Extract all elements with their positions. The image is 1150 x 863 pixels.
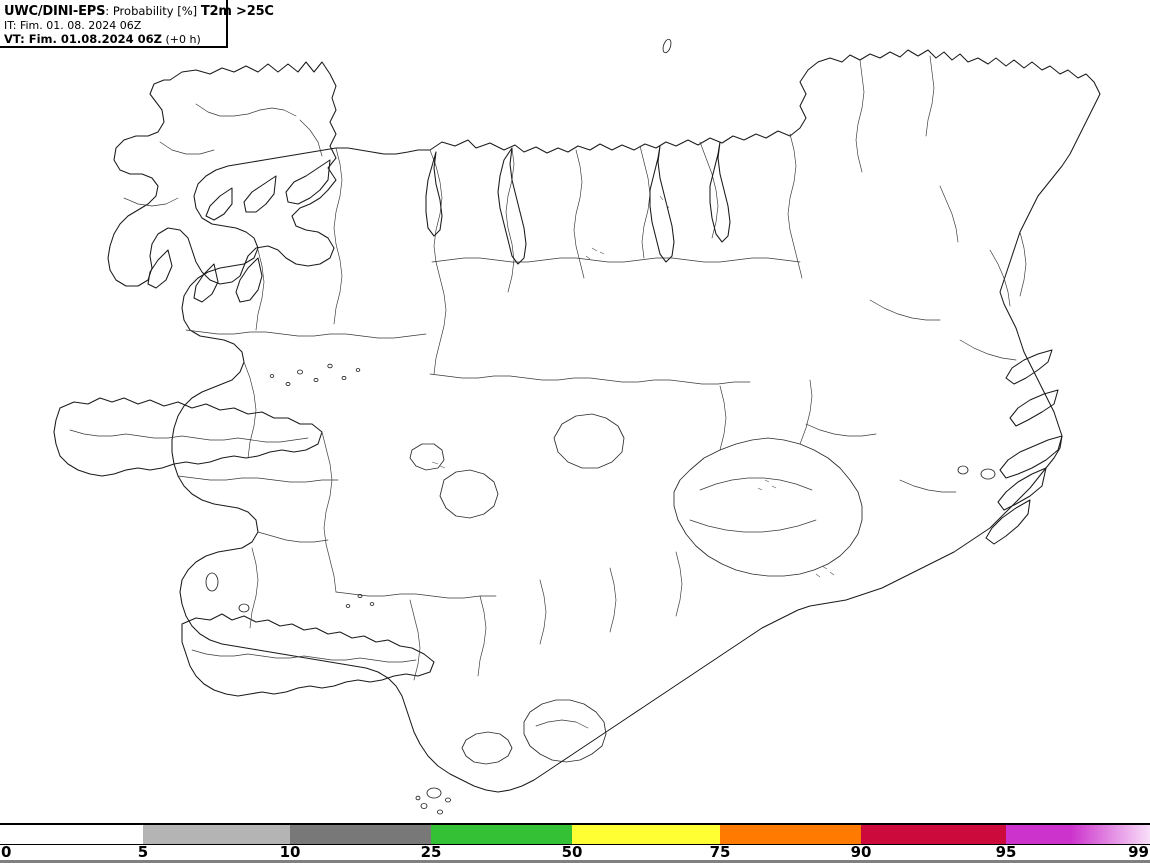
forecast-info-box: UWC/DINI-EPS: Probability [%] T2m >25C I… xyxy=(0,0,274,48)
valid-time-label: VT: Fim. 01.08.2024 06Z xyxy=(4,32,162,46)
vestmannaeyjar-islands xyxy=(415,787,451,815)
model-name: UWC/DINI-EPS xyxy=(4,4,106,19)
administrative-boundaries-group xyxy=(177,55,1027,681)
southern-glaciers-group xyxy=(461,699,607,765)
colorbar-tick-90: 90 xyxy=(850,843,872,861)
breidafjordur-islets xyxy=(269,363,361,387)
colorbar-band-5-10 xyxy=(143,825,290,844)
colorbar-band-25-50 xyxy=(430,825,572,844)
map-canvas[interactable] xyxy=(0,0,1150,820)
colorbar-tick-99: 99 xyxy=(1128,843,1149,861)
westfjords-group xyxy=(107,61,337,303)
colorbar-tick-95: 95 xyxy=(995,843,1017,861)
colorbar-band-90-95 xyxy=(860,825,1006,844)
vatnajokull-glacier xyxy=(673,437,863,577)
snaefellsnes-group xyxy=(53,397,323,477)
model-product-line: UWC/DINI-EPS: Probability [%] T2m >25C xyxy=(4,3,274,19)
product-prefix: : Probability [%] xyxy=(105,4,201,18)
interior-glaciers-group xyxy=(409,413,625,519)
east-islet xyxy=(957,465,969,475)
bottom-border-strip xyxy=(0,860,1150,863)
colorbar-tick-75: 75 xyxy=(709,843,731,861)
papey-island xyxy=(980,468,996,480)
bay-island-west-2 xyxy=(238,603,250,613)
bay-island-west xyxy=(205,572,219,592)
grimsey-island xyxy=(662,38,672,54)
colorbar-band-10-25 xyxy=(290,825,431,844)
reykjanes-group xyxy=(181,613,435,697)
product-parameter: T2m >25C xyxy=(200,4,274,19)
colorbar-tick-10: 10 xyxy=(279,843,301,861)
coastline-group xyxy=(171,49,1101,793)
valid-time-line: VT: Fim. 01.08.2024 06Z (+0 h) xyxy=(4,31,223,46)
map-background xyxy=(0,0,1150,820)
colorbar-tick-labels: 0 5 10 25 50 75 90 95 99 xyxy=(0,845,1150,860)
faxafloi-islets xyxy=(345,593,375,608)
valid-time-lead: (+0 h) xyxy=(161,33,201,46)
colorbar-tick-50: 50 xyxy=(561,843,583,861)
interior-detail-marks xyxy=(431,195,835,578)
init-time-label: IT: Fim. 01. 08. 2024 06Z xyxy=(4,19,142,32)
colorbar-tick-5: 5 xyxy=(137,843,149,861)
init-time-line: IT: Fim. 01. 08. 2024 06Z xyxy=(4,17,223,32)
colorbar-band-50-75 xyxy=(571,825,720,844)
colorbar-region: 0 5 10 25 50 75 90 95 99 xyxy=(0,820,1150,863)
colorbar-band-75-90 xyxy=(719,825,861,844)
colorbar-tick-0: 0 xyxy=(1,843,12,861)
probability-colorbar[interactable] xyxy=(0,823,1150,845)
north-fjords-group xyxy=(425,141,731,265)
iceland-map-svg xyxy=(0,0,1150,820)
colorbar-band-95-99 xyxy=(1005,825,1150,844)
colorbar-tick-25: 25 xyxy=(420,843,442,861)
eastfjords-group xyxy=(985,349,1063,545)
offshore-islets-group xyxy=(205,38,996,815)
colorbar-band-0-5 xyxy=(0,825,143,844)
